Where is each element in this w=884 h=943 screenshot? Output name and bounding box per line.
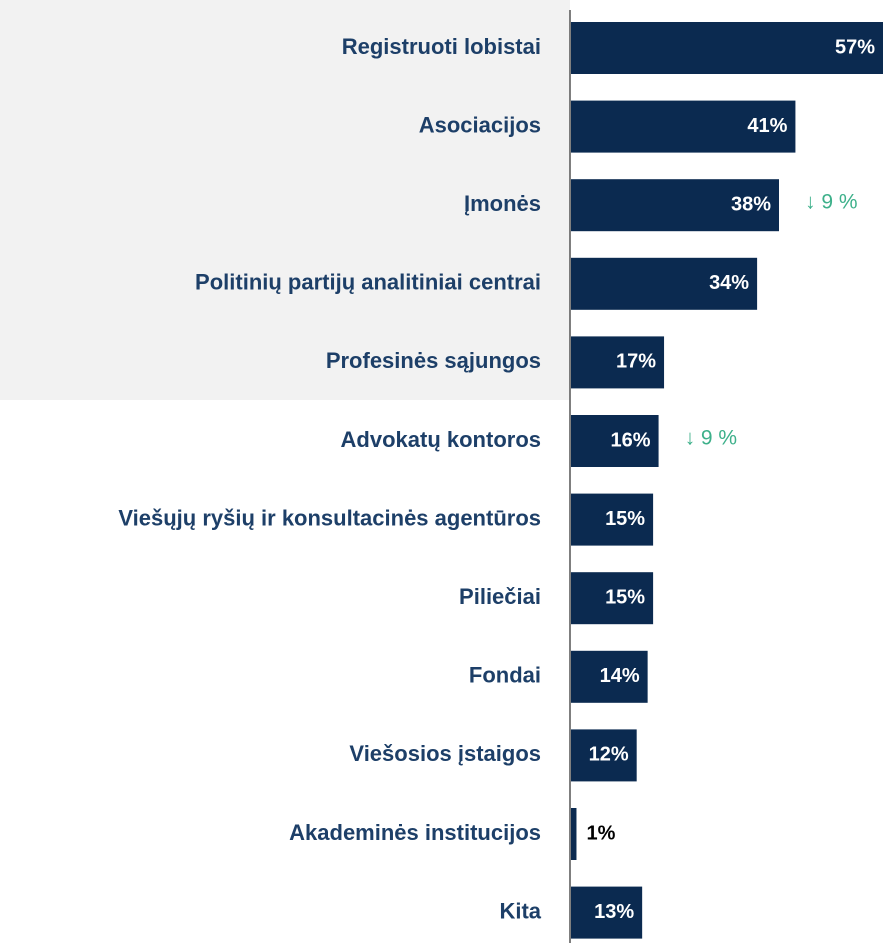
bar (571, 257, 758, 310)
value-label: 17% (616, 351, 656, 373)
bar (571, 729, 637, 782)
bar (571, 886, 643, 939)
bar (571, 22, 883, 74)
change-annotation: ↓ 9 % (685, 427, 738, 450)
value-label: 41% (747, 115, 787, 137)
bar (571, 808, 577, 860)
category-label: Įmonės (464, 191, 541, 216)
value-label: 14% (600, 665, 640, 687)
value-label: 38% (731, 193, 771, 215)
category-label: Fondai (469, 663, 541, 688)
highlight-band (0, 0, 570, 400)
category-label: Advokatų kontoros (341, 427, 541, 452)
bar (571, 650, 648, 703)
category-label: Politinių partijų analitiniai centrai (195, 270, 541, 295)
value-label: 16% (611, 429, 651, 451)
category-label: Kita (499, 898, 541, 923)
category-label: Registruoti lobistai (342, 34, 541, 59)
bar (571, 179, 779, 232)
value-label: 13% (594, 901, 634, 923)
category-label: Viešosios įstaigos (349, 741, 541, 766)
value-label: 12% (589, 744, 629, 766)
category-label: Akademinės institucijos (289, 820, 541, 845)
value-label: 15% (605, 508, 645, 530)
value-label: 57% (835, 36, 875, 58)
bar (571, 415, 659, 467)
bar (571, 493, 654, 546)
bar (571, 100, 796, 153)
category-label: Profesinės sąjungos (326, 348, 541, 373)
category-label: Piliečiai (459, 584, 541, 609)
bar (571, 336, 665, 389)
category-label: Asociacijos (419, 112, 541, 137)
value-label: 1% (586, 822, 615, 844)
value-label: 34% (709, 272, 749, 294)
change-annotation: ↓ 9 % (805, 191, 858, 214)
value-label: 15% (605, 586, 645, 608)
bar (571, 572, 654, 625)
category-label: Viešųjų ryšių ir konsultacinės agentūros (118, 505, 541, 530)
